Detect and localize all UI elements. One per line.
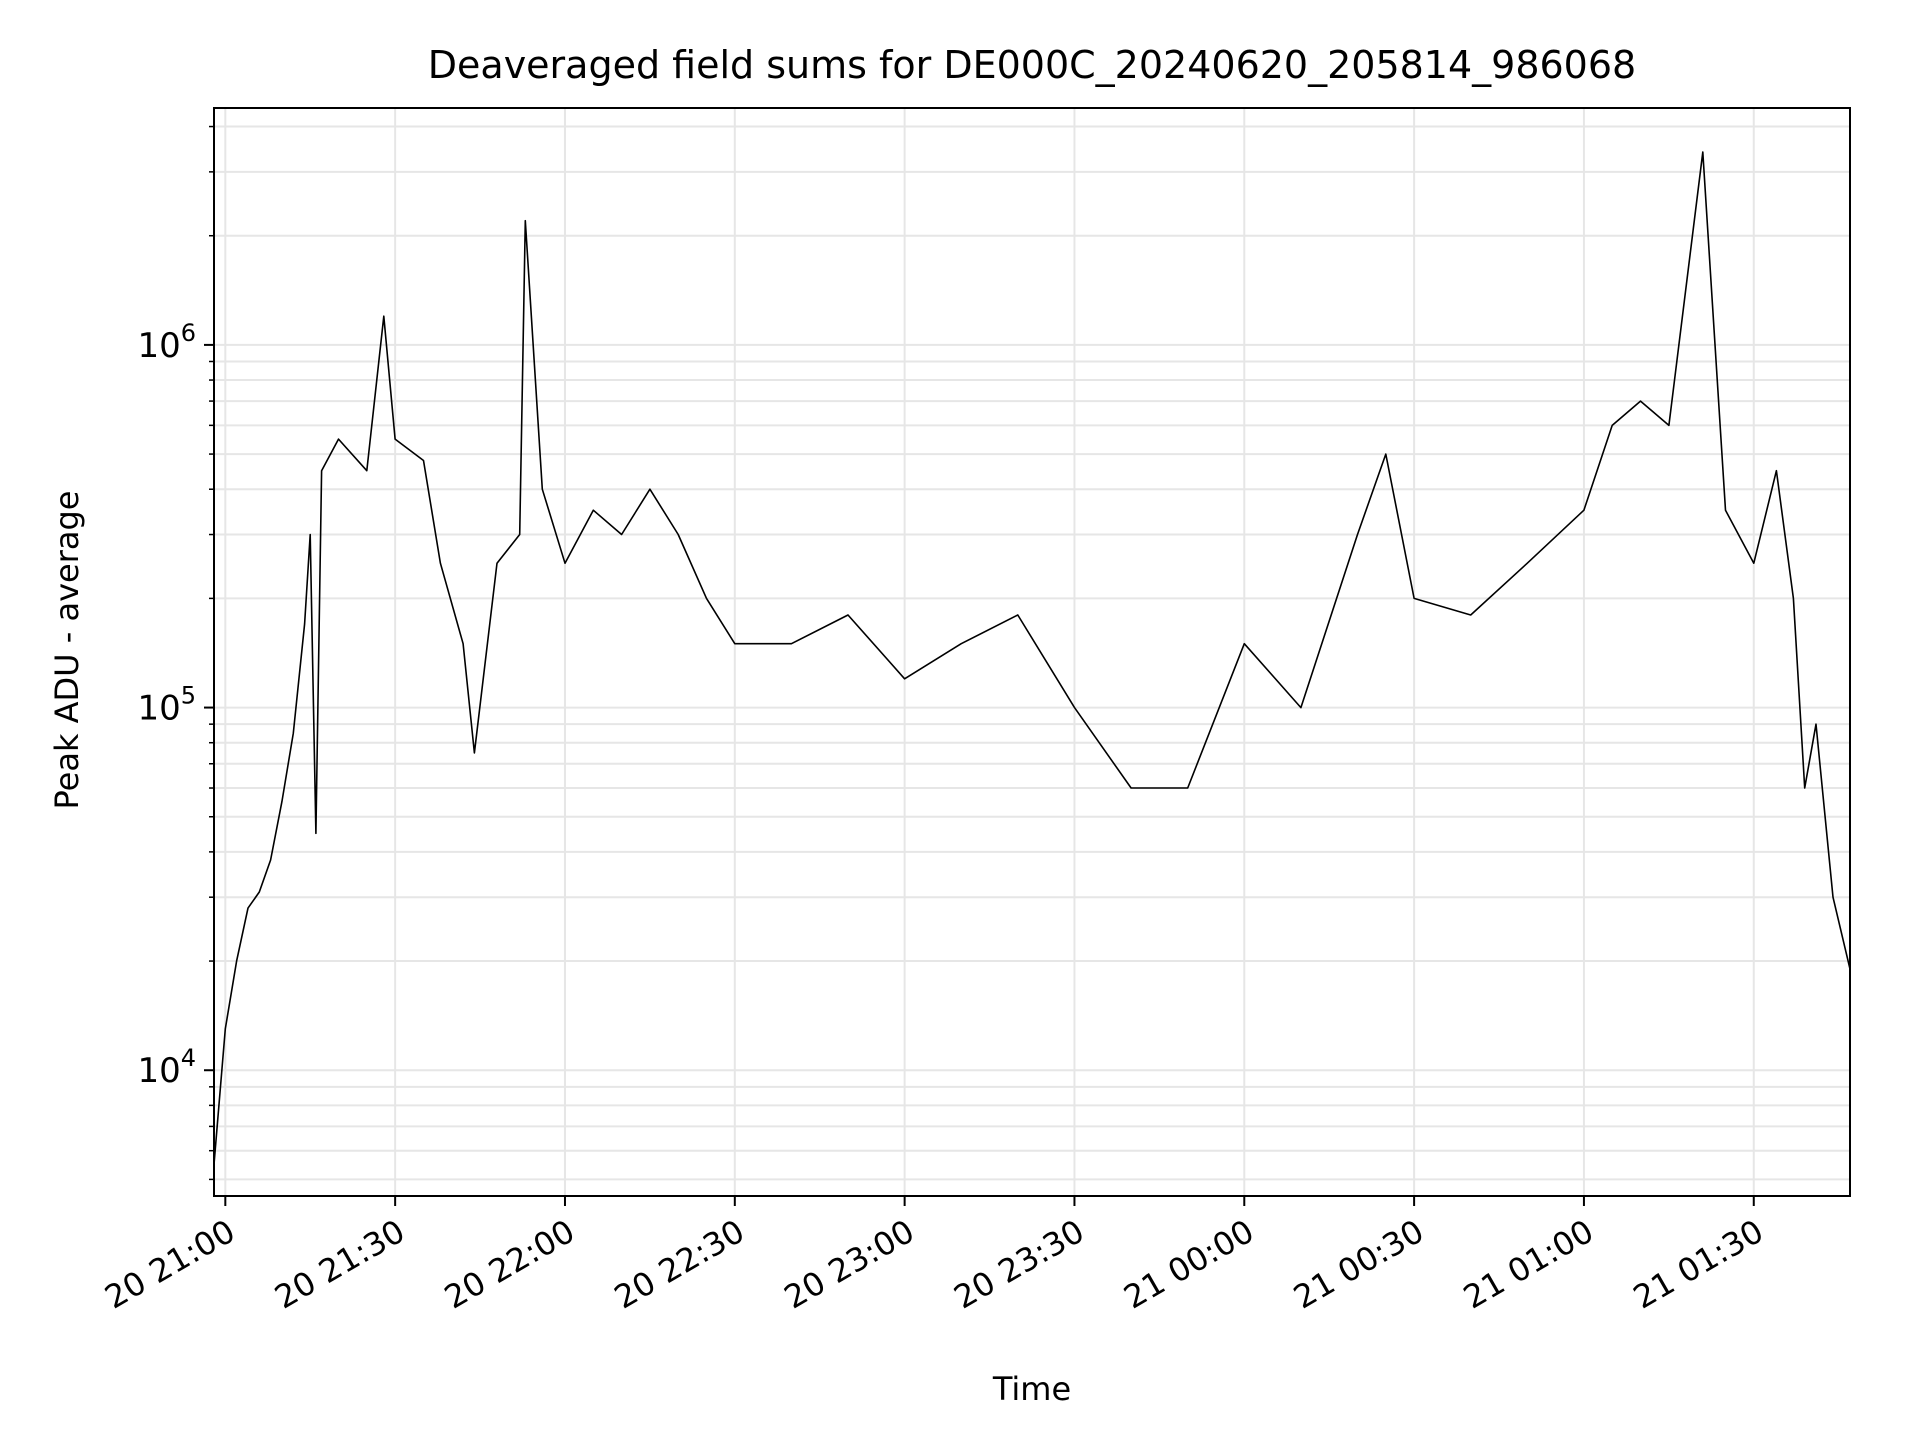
y-tick-label-exponent: 6	[181, 319, 196, 347]
grid	[214, 108, 1850, 1196]
plot-frame	[213, 107, 1851, 1197]
y-tick-label-exponent: 5	[181, 682, 196, 710]
chart-title: Deaveraged field sums for DE000C_2024062…	[428, 43, 1636, 87]
y-tick-label: 104	[137, 1044, 196, 1091]
y-tick-label: 106	[137, 319, 196, 366]
y-axis-label: Peak ADU - average	[48, 491, 86, 810]
series-layer	[213, 151, 1851, 1165]
y-tick-label-exponent: 4	[181, 1044, 196, 1072]
y-tick-label-base: 10	[137, 689, 180, 729]
y-tick-label-base: 10	[137, 326, 180, 366]
y-tick-label-base: 10	[137, 1051, 180, 1091]
data-series-line	[213, 151, 1851, 1165]
y-tick-label: 105	[137, 682, 196, 729]
x-axis-label: Time	[992, 1370, 1071, 1408]
